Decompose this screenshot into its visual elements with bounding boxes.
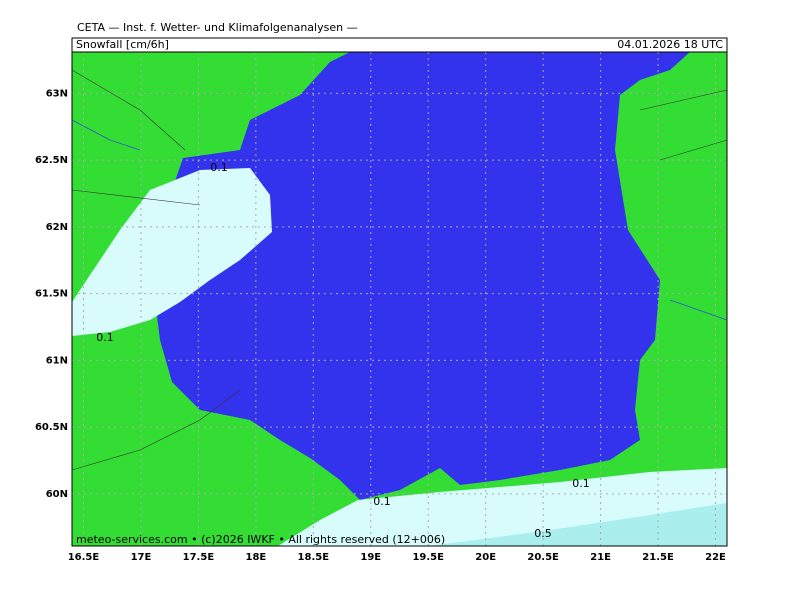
lon-tick-label: 17.5E [183, 552, 215, 563]
contour-label: 0.1 [373, 495, 391, 508]
lat-tick-label: 63N [46, 88, 68, 99]
contour-label: 0.5 [534, 527, 552, 540]
lon-tick-label: 20E [475, 552, 496, 563]
sea [155, 52, 690, 500]
contour-label: 0.1 [96, 331, 114, 344]
header-title: CETA — Inst. f. Wetter- und Klimafolgena… [77, 21, 358, 34]
plot-area: 0.1 0.1 0.1 0.1 0.5 meteo-services.com •… [71, 51, 728, 547]
lat-tick-label: 61N [46, 355, 68, 366]
map-frame [71, 51, 728, 547]
snow-area-heavier [430, 503, 727, 546]
lon-tick-label: 20.5E [527, 552, 559, 563]
lat-tick-label: 61.5N [35, 289, 68, 300]
lon-tick-label: 19.5E [412, 552, 444, 563]
river [71, 119, 728, 321]
credit: meteo-services.com • (c)2026 IWKF • All … [76, 533, 445, 546]
lon-tick-label: 21.5E [642, 552, 674, 563]
lon-tick-label: 16.5E [68, 552, 100, 563]
lon-tick-label: 22E [705, 552, 726, 563]
lon-tick-label: 21E [590, 552, 611, 563]
contour-label: 0.1 [572, 477, 590, 490]
lat-tick-label: 62N [46, 222, 68, 233]
contour-label: 0.1 [210, 161, 228, 174]
lat-tick-label: 60.5N [35, 422, 68, 433]
lon-tick-label: 19E [360, 552, 381, 563]
lat-tick-label: 62.5N [35, 155, 68, 166]
lon-tick-label: 17E [131, 552, 152, 563]
lat-tick-label: 60N [46, 489, 68, 500]
border-line [71, 69, 728, 471]
parameter: Snowfall [cm/6h] [76, 38, 169, 51]
valid-time: 04.01.2026 18 UTC [617, 38, 723, 51]
lon-tick-label: 18.5E [298, 552, 330, 563]
lon-tick-label: 18E [245, 552, 266, 563]
